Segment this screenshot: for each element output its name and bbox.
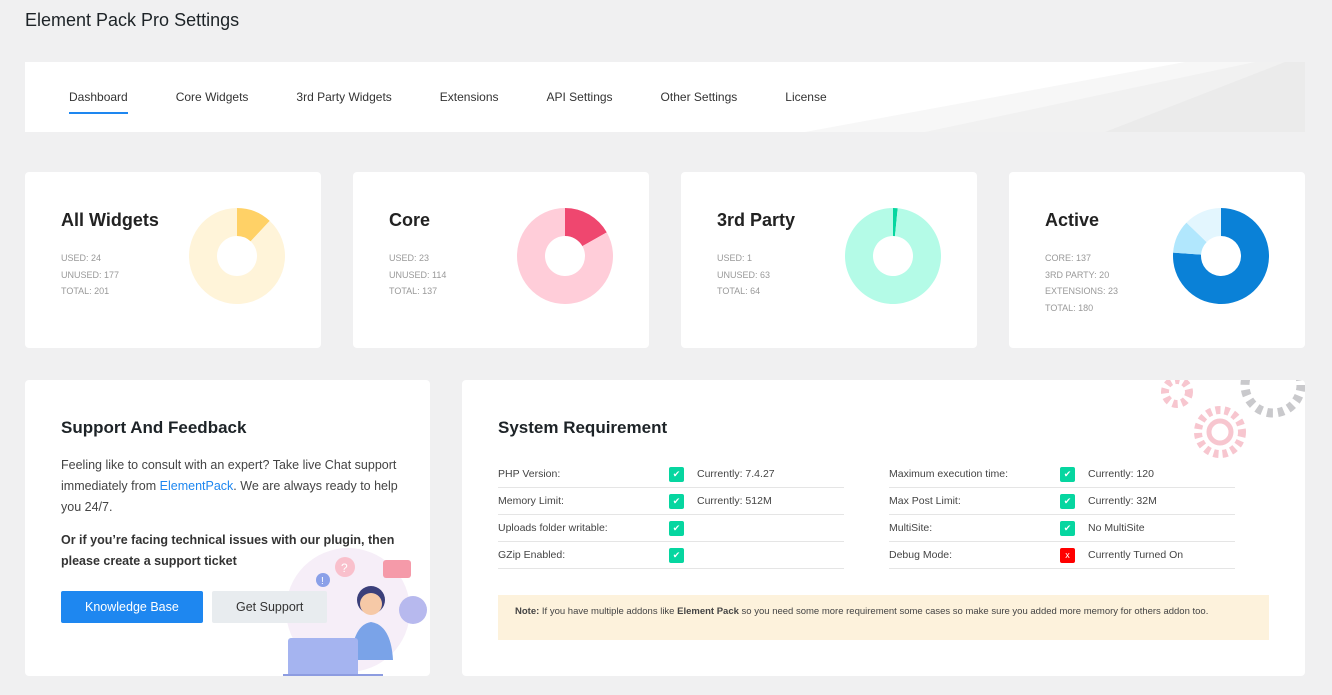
requirement-label: Uploads folder writable:: [498, 522, 608, 534]
support-title: Support And Feedback: [61, 418, 247, 437]
tab-dashboard[interactable]: Dashboard: [69, 90, 128, 114]
requirement-value: No MultiSite: [1088, 522, 1145, 534]
donut-slice: [845, 208, 941, 304]
system-requirement-card: System Requirement PHP Version: ✔ Currentl…: [462, 380, 1305, 676]
note-box: Note: If you have multiple addons like E…: [498, 595, 1269, 640]
stat-line: 3RD PARTY: 20: [1045, 269, 1110, 280]
check-icon: ✔: [669, 493, 684, 509]
knowledge-base-button[interactable]: Knowledge Base: [61, 591, 203, 623]
requirement-label: Maximum execution time:: [889, 468, 1009, 480]
check-icon: ✔: [1060, 493, 1075, 509]
requirement-row: Memory Limit: ✔ Currently: 512M: [498, 488, 844, 515]
tab-extensions[interactable]: Extensions: [439, 90, 499, 104]
requirement-label: Max Post Limit:: [889, 495, 961, 507]
stat-line: TOTAL: 64: [717, 286, 761, 296]
requirement-value: Currently: 32M: [1088, 495, 1157, 507]
stat-card-3rd-party: 3rd Party USED: 1 UNUSED: 63 TOTAL: 64: [681, 172, 977, 348]
requirement-label: Debug Mode:: [889, 549, 953, 561]
check-icon: ✔: [1060, 520, 1075, 536]
requirement-row: Uploads folder writable: ✔: [498, 515, 844, 542]
support-ticket-text: Or if you’re facing technical issues wit…: [61, 533, 395, 568]
stat-line: UNUSED: 114: [389, 269, 447, 280]
donut-slice: [565, 208, 607, 247]
svg-text:!: !: [321, 576, 324, 587]
donut-slice: [893, 208, 898, 237]
donut-slice: [189, 208, 285, 304]
requirements-right: Maximum execution time: ✔ Currently: 120 Ma…: [889, 461, 1235, 569]
requirement-value: Currently Turned On: [1088, 549, 1184, 561]
get-support-button[interactable]: Get Support: [212, 591, 328, 623]
stat-line: CORE: 137: [1045, 253, 1092, 263]
donut-chart: [1173, 208, 1269, 304]
donut-slice: [1173, 222, 1207, 255]
requirements-left: PHP Version: ✔ Currently: 7.4.27 Memory Lim…: [498, 461, 844, 569]
requirement-value: Currently: 120: [1088, 468, 1154, 480]
stat-title: Active: [1045, 210, 1100, 230]
stat-line: TOTAL: 180: [1045, 302, 1094, 313]
tab-license[interactable]: License: [785, 90, 827, 104]
donut-chart: [189, 208, 285, 304]
check-icon: ✔: [669, 520, 684, 536]
requirement-label: MultiSite:: [889, 522, 933, 534]
svg-text:?: ?: [341, 561, 348, 575]
check-icon: ✔: [669, 547, 684, 563]
stat-card-core: Core USED: 23 UNUSED: 114 TOTAL: 137: [353, 172, 649, 348]
system-title: System Requirement: [498, 418, 668, 437]
support-feedback-card: Support And Feedback Feeling like to con…: [25, 380, 430, 676]
page-title: Element Pack Pro Settings: [25, 10, 240, 30]
tab-navigation: Dashboard Core Widgets 3rd Party Widgets Ex…: [25, 62, 1305, 132]
tab-other-settings[interactable]: Other Settings: [660, 90, 738, 104]
stat-card-active: Active CORE: 137 3RD PARTY: 20 EXTENSIONS: …: [1009, 172, 1305, 348]
stat-line: USED: 23: [389, 253, 430, 263]
requirement-row: Debug Mode: x Currently Turned On: [889, 542, 1235, 569]
check-icon: ✔: [669, 466, 684, 482]
stat-title: All Widgets: [61, 210, 159, 230]
tab-api-settings[interactable]: API Settings: [546, 90, 613, 104]
stat-line: TOTAL: 201: [61, 286, 110, 296]
stat-line: EXTENSIONS: 23: [1045, 286, 1119, 296]
requirement-row: Max Post Limit: ✔ Currently: 32M: [889, 488, 1235, 515]
stat-line: TOTAL: 137: [389, 286, 438, 296]
gears-icon: [1161, 380, 1305, 458]
stat-line: UNUSED: 63: [717, 269, 771, 280]
requirement-label: Memory Limit:: [498, 495, 564, 507]
donut-slice: [517, 208, 613, 304]
stat-title: 3rd Party: [717, 210, 796, 230]
donut-slice: [1186, 208, 1221, 243]
requirement-row: Maximum execution time: ✔ Currently: 120: [889, 461, 1235, 488]
requirement-row: MultiSite: ✔ No MultiSite: [889, 515, 1235, 542]
stat-card-all-widgets: All Widgets USED: 24 UNUSED: 177 TOTAL: 201: [25, 172, 321, 348]
donut-chart: [845, 208, 941, 304]
elementpack-link[interactable]: ElementPack: [159, 479, 234, 493]
support-text: Feeling like to consult with an expert? …: [61, 458, 398, 514]
requirement-value: Currently: 512M: [697, 495, 772, 507]
stat-title: Core: [389, 210, 431, 230]
cross-icon: x: [1060, 547, 1075, 563]
requirement-row: PHP Version: ✔ Currently: 7.4.27: [498, 461, 844, 488]
check-icon: ✔: [1060, 466, 1075, 482]
decorative-background: [805, 62, 1305, 132]
donut-chart: [517, 208, 613, 304]
requirement-label: PHP Version:: [498, 468, 561, 480]
tab-3rd-party-widgets[interactable]: 3rd Party Widgets: [296, 90, 392, 104]
requirement-value: Currently: 7.4.27: [697, 468, 775, 480]
stat-line: USED: 1: [717, 253, 753, 263]
support-agent-illustration: ? !: [283, 548, 427, 676]
requirement-row: GZip Enabled: ✔: [498, 542, 844, 569]
requirement-label: GZip Enabled:: [498, 549, 566, 561]
stat-line: UNUSED: 177: [61, 269, 120, 280]
donut-slice: [1173, 208, 1269, 304]
stat-line: USED: 24: [61, 253, 102, 263]
donut-slice: [237, 208, 270, 242]
tab-core-widgets[interactable]: Core Widgets: [175, 90, 249, 104]
